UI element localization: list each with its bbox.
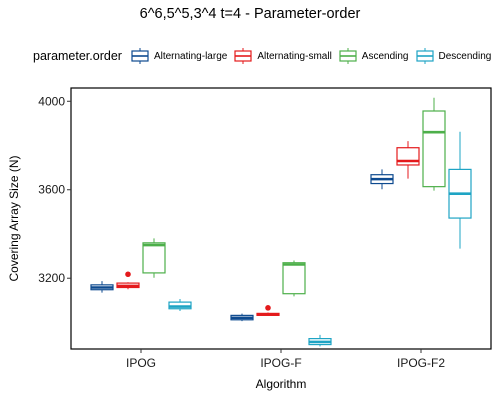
legend: parameter.order Alternating-large Alterna… <box>33 46 497 66</box>
x-tick-label: IPOG-F <box>260 356 301 370</box>
legend-title: parameter.order <box>33 49 122 63</box>
y-axis-title: Covering Array Size (N) <box>7 155 21 281</box>
y-tick-label: 3600 <box>38 183 65 197</box>
box-descending-ipog-f <box>308 334 332 347</box>
legend-item-descending: Descending <box>415 47 492 65</box>
legend-key <box>339 48 357 64</box>
box-iqr <box>422 110 446 188</box>
box-alternating-small-ipog-f2 <box>396 141 420 179</box>
legend-label: Alternating-large <box>153 50 228 62</box>
legend-key <box>131 48 149 64</box>
legend-label: Alternating-small <box>257 50 332 62</box>
box-descending-ipog <box>168 299 192 311</box>
box-alternating-small-ipog <box>116 271 140 290</box>
legend-item-alternating-small: Alternating-small <box>233 47 332 65</box>
box-alternating-large-ipog <box>90 281 114 293</box>
x-tick-label: IPOG <box>126 356 156 370</box>
outlier-point <box>125 271 131 278</box>
box-ascending-ipog-f2 <box>422 97 446 191</box>
chart-title: 6^6,5^5,3^4 t=4 - Parameter-order <box>139 6 361 22</box>
box-ascending-ipog <box>142 238 166 278</box>
box-descending-ipog-f2 <box>448 131 472 249</box>
x-tick-label: IPOG-F2 <box>397 356 445 370</box>
legend-label: Descending <box>438 50 492 62</box>
legend-item-alternating-large: Alternating-large <box>130 47 227 65</box>
box-iqr <box>396 147 420 166</box>
legend-key <box>415 48 434 64</box>
legend-key <box>234 48 252 64</box>
box-ascending-ipog-f <box>282 260 306 297</box>
legend-item-ascending: Ascending <box>338 47 409 65</box>
y-tick-label: 4000 <box>38 94 65 108</box>
box-alternating-large-ipog-f2 <box>370 169 394 190</box>
outlier-point <box>265 305 271 311</box>
legend-label: Ascending <box>361 50 409 62</box>
x-axis-title: Algorithm <box>256 377 307 391</box>
y-tick-label: 3200 <box>38 271 65 285</box>
box-iqr <box>282 262 306 295</box>
box-iqr <box>142 242 166 274</box>
box-alternating-large-ipog-f <box>230 313 254 322</box>
box-alternating-small-ipog-f <box>256 305 280 316</box>
